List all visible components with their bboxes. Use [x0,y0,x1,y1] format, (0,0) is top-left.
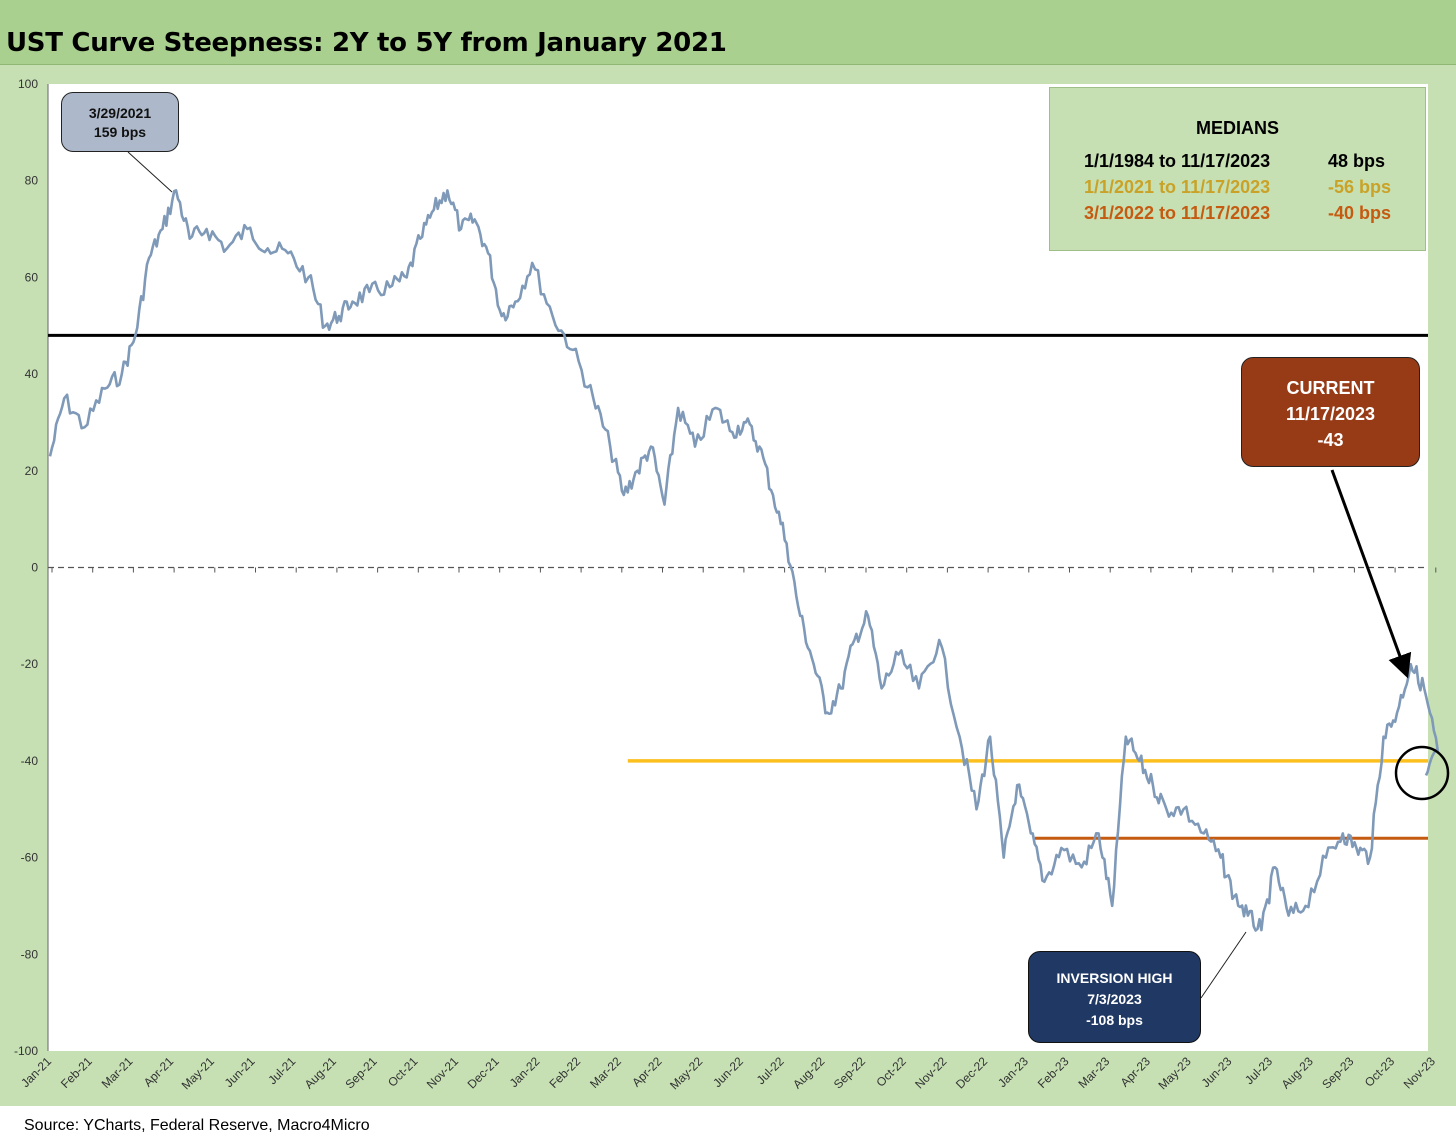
x-tick-label: Aug-21 [302,1054,339,1091]
chart-title: UST Curve Steepness: 2Y to 5Y from Janua… [6,28,727,58]
x-tick-label: Mar-23 [1076,1054,1113,1091]
median-value: 48 bps [1328,151,1386,171]
y-tick-label: 80 [25,174,39,188]
median-range: 1/1/2021 to 11/17/2023 [1084,177,1271,197]
current-callout: CURRENT 11/17/2023 -43 [1241,357,1420,467]
x-tick-label: Oct-23 [1362,1054,1398,1090]
x-tick-label: Feb-21 [58,1054,95,1091]
x-tick-label: Mar-22 [587,1054,624,1091]
x-tick-label: Jul-21 [265,1054,298,1087]
footer: Source: YCharts, Federal Reserve, Macro4… [0,1106,1456,1146]
series-line [48,189,1440,932]
x-tick-label: Sep-21 [342,1054,379,1091]
y-tick-label: 0 [31,561,38,575]
x-tick-label: Jan-21 [18,1054,54,1090]
x-tick-label: Dec-21 [465,1054,502,1091]
median-range: 3/1/2022 to 11/17/2023 [1084,203,1271,223]
inversion-callout-label: INVERSION HIGH [1056,970,1173,986]
x-tick-label: Aug-23 [1279,1054,1316,1091]
y-tick-label: -60 [21,851,39,865]
x-tick-label: Oct-21 [385,1054,421,1090]
inversion-callout-value: -108 bps [1086,1012,1143,1028]
x-tick-label: Jun-22 [710,1054,746,1090]
x-tick-label: Feb-22 [546,1054,583,1091]
peak-callout-value: 159 bps [93,124,147,140]
x-tick-label: Nov-21 [424,1054,461,1091]
medians-box: MEDIANS 1/1/1984 to 11/17/2023 48 bps 1/… [1049,87,1426,251]
current-callout-value: -43 [1317,430,1344,450]
x-tick-label: Apr-22 [629,1054,665,1090]
y-tick-label: -80 [21,947,39,961]
x-tick-label: Dec-22 [953,1054,990,1091]
current-callout-date: 11/17/2023 [1285,404,1376,424]
x-tick-label: Jul-22 [754,1054,787,1087]
current-callout-label: CURRENT [1286,378,1375,398]
title-bar: UST Curve Steepness: 2Y to 5Y from Janua… [0,0,1456,65]
median-value: -40 bps [1328,203,1392,223]
x-tick-label: Sep-23 [1319,1054,1356,1091]
x-tick-label: Jan-22 [507,1054,543,1090]
current-circle [1394,745,1450,801]
reference-lines-group [48,333,1428,840]
y-tick-label: 60 [25,270,39,284]
y-tick-label: -40 [21,754,39,768]
x-tick-label: Jan-23 [995,1054,1031,1090]
y-tick-label: 20 [25,464,39,478]
x-tick-label: May-21 [179,1054,217,1092]
x-tick-label: Mar-21 [99,1054,136,1091]
x-tick-label: Apr-21 [141,1054,177,1090]
x-tick-label: Jun-21 [222,1054,258,1090]
series-group [48,189,1440,932]
medians-heading: MEDIANS [1195,118,1279,138]
current-arrow [1330,469,1412,679]
x-tick-label: Nov-22 [912,1054,949,1091]
x-tick-label: May-22 [667,1054,705,1092]
y-tick-label: 100 [18,77,38,91]
x-tick-label: Jun-23 [1199,1054,1235,1090]
x-tick-label: Aug-22 [790,1054,827,1091]
peak-connector [127,151,173,193]
x-tick-label: Sep-22 [831,1054,868,1091]
inversion-connector [1200,931,1247,999]
peak-callout-date: 3/29/2021 [88,105,152,121]
y-tick-label: -20 [21,657,39,671]
inversion-callout: INVERSION HIGH 7/3/2023 -108 bps [1028,951,1201,1043]
x-tick-label: Nov-23 [1401,1054,1438,1091]
x-tick-label: Jul-23 [1242,1054,1275,1087]
median-value: -56 bps [1328,177,1392,197]
x-tick-label: Feb-23 [1035,1054,1072,1091]
x-tick-label: May-23 [1156,1054,1194,1092]
x-tick-label: Oct-22 [873,1054,909,1090]
y-tick-label: -100 [14,1044,38,1058]
median-range: 1/1/1984 to 11/17/2023 [1084,151,1271,171]
source-note: Source: YCharts, Federal Reserve, Macro4… [24,1117,370,1134]
x-tick-label: Apr-23 [1118,1054,1154,1090]
annotations-group [127,151,1450,999]
y-tick-label: 40 [25,367,39,381]
inversion-callout-date: 7/3/2023 [1087,991,1142,1007]
peak-callout: 3/29/2021 159 bps [61,92,179,152]
